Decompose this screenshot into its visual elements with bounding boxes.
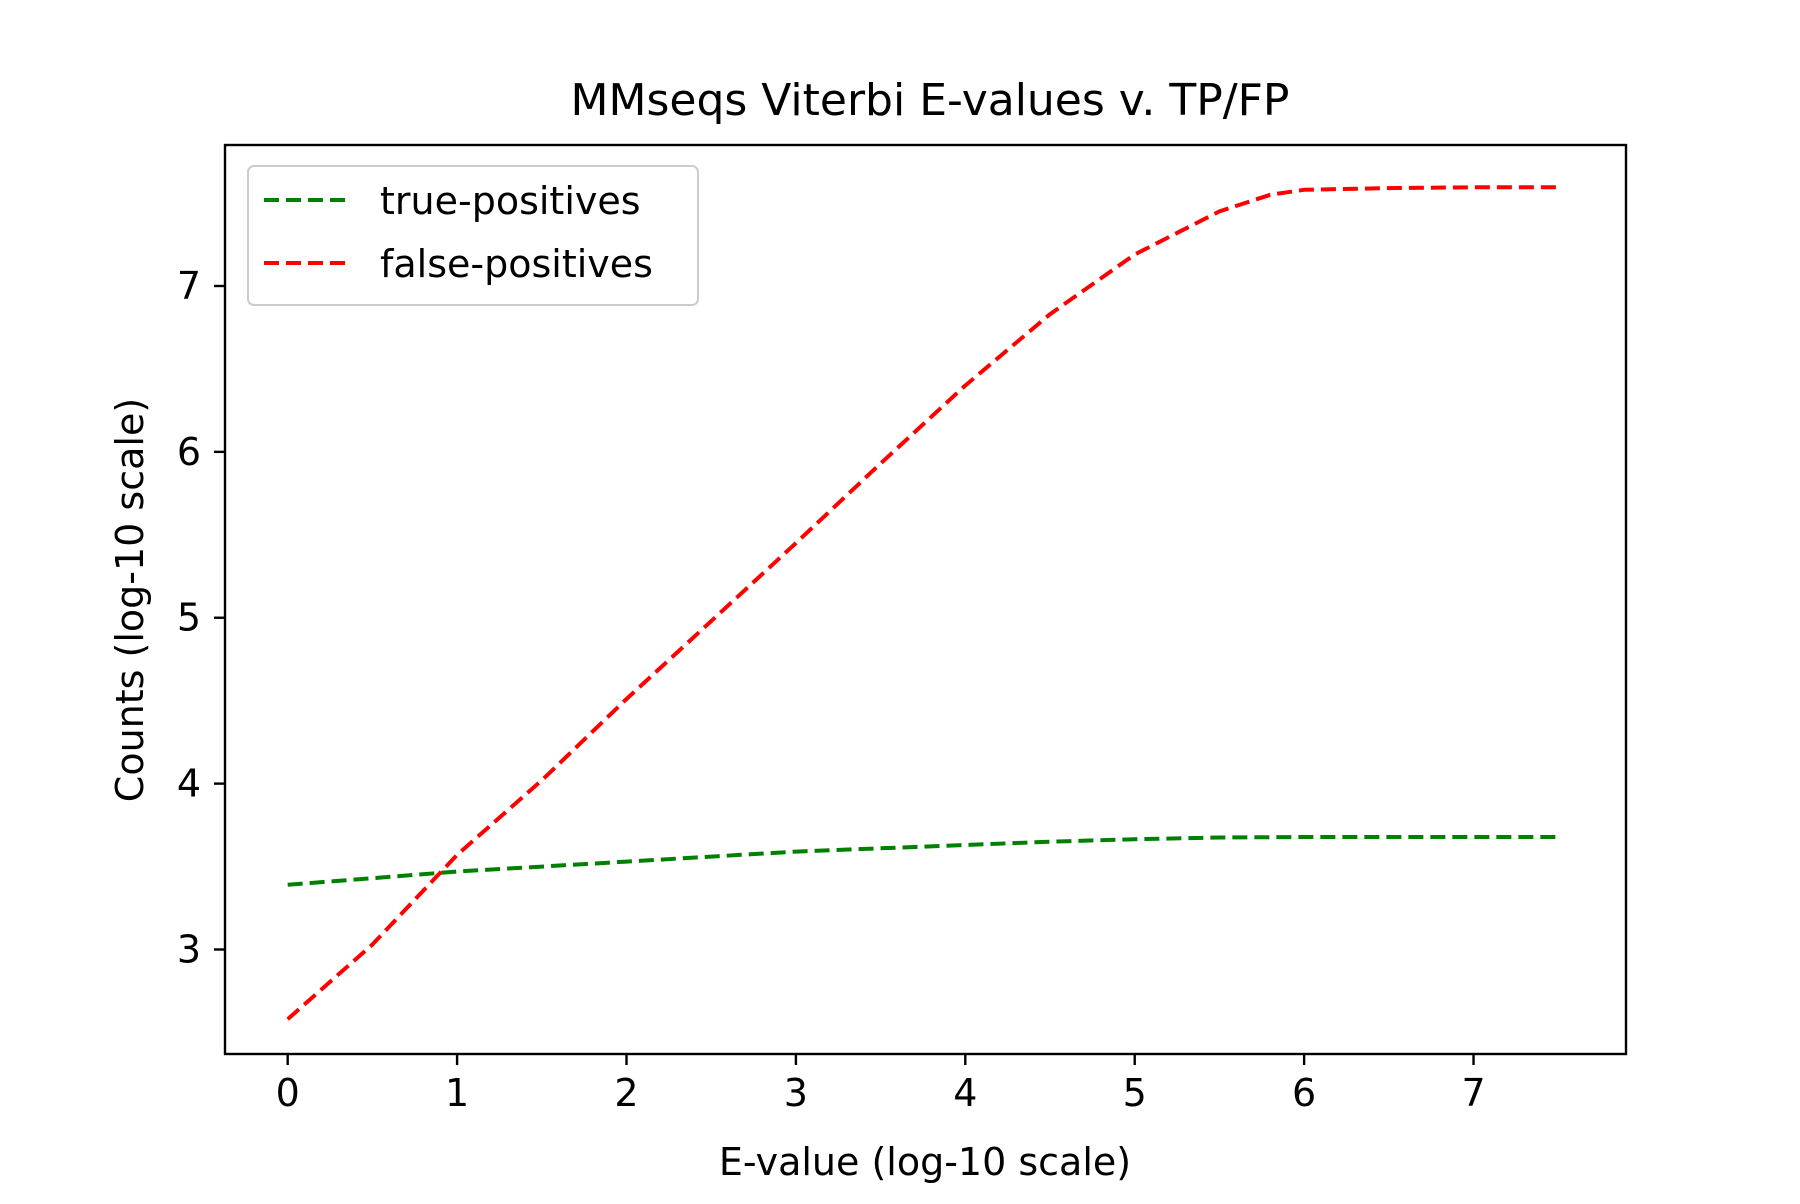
x-axis-label: E-value (log-10 scale) bbox=[719, 1140, 1131, 1184]
y-tick-label: 7 bbox=[177, 264, 201, 308]
y-tick-label: 4 bbox=[177, 762, 201, 806]
legend-label-true-positives: true-positives bbox=[380, 179, 641, 223]
x-tick-label: 7 bbox=[1461, 1071, 1485, 1115]
y-axis-ticks: 3 4 5 6 7 bbox=[177, 264, 225, 971]
y-tick-label: 3 bbox=[177, 927, 201, 971]
y-tick-label: 6 bbox=[177, 430, 201, 474]
x-tick-label: 1 bbox=[445, 1071, 469, 1115]
x-tick-label: 2 bbox=[614, 1071, 638, 1115]
chart-title: MMseqs Viterbi E-values v. TP/FP bbox=[571, 75, 1290, 126]
series-layer bbox=[286, 185, 1559, 1021]
legend: true-positives false-positives bbox=[247, 165, 699, 306]
x-tick-label: 6 bbox=[1292, 1071, 1316, 1115]
y-tick-label: 5 bbox=[177, 596, 201, 640]
legend-label-false-positives: false-positives bbox=[380, 242, 653, 286]
x-tick-label: 3 bbox=[784, 1071, 808, 1115]
x-axis-ticks: 0 1 2 3 4 5 6 7 bbox=[276, 1054, 1486, 1115]
x-tick-label: 5 bbox=[1123, 1071, 1147, 1115]
x-tick-label: 0 bbox=[276, 1071, 300, 1115]
series-line-true-positives bbox=[287, 835, 1559, 887]
x-tick-label: 4 bbox=[953, 1071, 977, 1115]
series-line-false-positives bbox=[286, 185, 1559, 1021]
legend-box bbox=[247, 165, 699, 306]
y-axis-label: Counts (log-10 scale) bbox=[108, 398, 152, 802]
